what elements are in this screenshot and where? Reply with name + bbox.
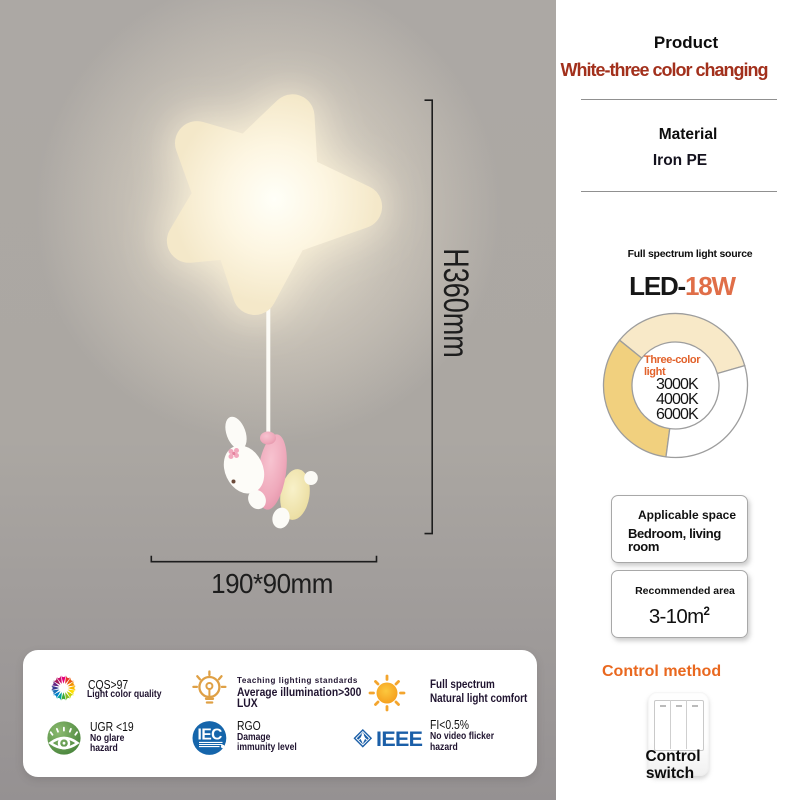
svg-text:IEEE: IEEE (376, 727, 423, 751)
svg-text:IEC: IEC (198, 727, 223, 744)
